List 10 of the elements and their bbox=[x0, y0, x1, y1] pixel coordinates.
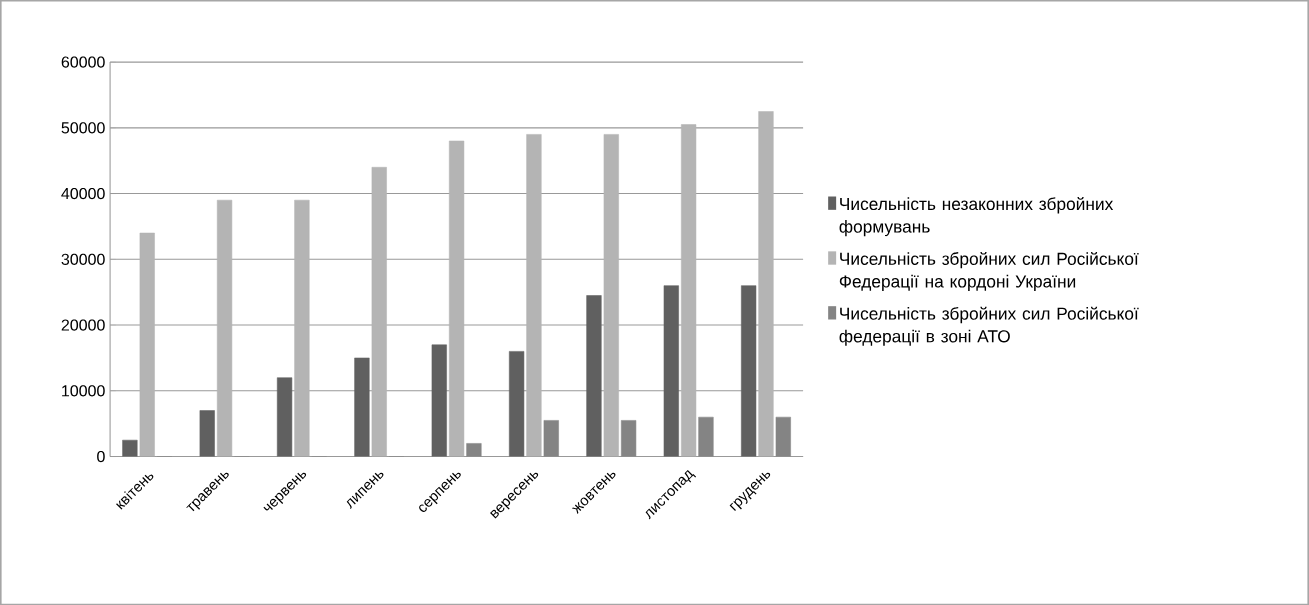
y-tick-label: 60000 bbox=[61, 56, 105, 68]
y-tick-label: 30000 bbox=[61, 253, 105, 265]
y-tick-label: 10000 bbox=[62, 385, 105, 397]
legend-label: Чисельність збройних сил Російської Федерації на кордоні України bbox=[839, 251, 1139, 291]
y-tick-label: 40000 bbox=[61, 187, 105, 200]
y-tick-label: 0 bbox=[97, 450, 105, 463]
legend-label: Чисельність незаконних збройних формувань bbox=[839, 196, 1114, 237]
y-tick-label: 20000 bbox=[61, 319, 105, 331]
legend-label: Чисельність збройних сил Російської федерації в зоні АТО bbox=[839, 306, 1139, 346]
y-tick-label: 50000 bbox=[61, 122, 105, 134]
